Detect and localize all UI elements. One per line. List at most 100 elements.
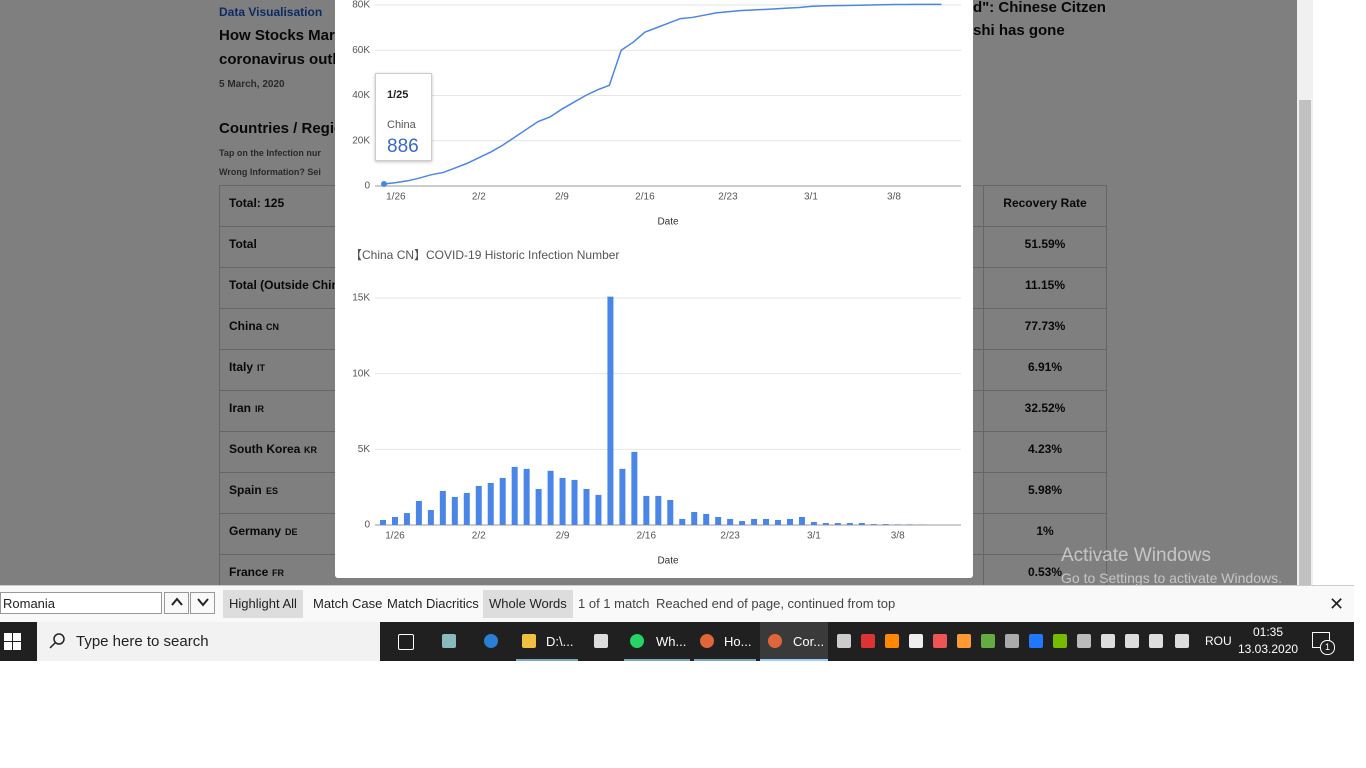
bar xyxy=(475,485,482,525)
tray-icon[interactable] xyxy=(957,634,971,648)
x-tick-label: 2/16 xyxy=(637,531,657,542)
edge-icon[interactable] xyxy=(484,634,498,648)
tray-icon[interactable] xyxy=(837,634,851,648)
chart-modal: 0 20K 40K 60K 80K 1/26 2/2 2/9 2/16 2/23 3/1 3/8 Dat… xyxy=(335,0,973,578)
tooltip: 1/25 China 886 xyxy=(375,73,432,161)
find-previous[interactable] xyxy=(164,592,189,614)
notification-count: 1 xyxy=(1320,640,1335,655)
tooltip-date: 1/25 xyxy=(387,89,409,101)
find-status: Reached end of page, continued from top xyxy=(656,596,896,611)
y-tick-label: 60K xyxy=(352,45,370,56)
task-view-icon[interactable] xyxy=(398,634,414,650)
bar xyxy=(487,482,494,525)
match-count: 1 of 1 match xyxy=(578,596,650,611)
chart-title: 【China CN】COVID-19 Historic Infection Nu… xyxy=(350,248,619,262)
bar xyxy=(427,510,434,525)
x-tick-label: 2/16 xyxy=(635,192,655,203)
bar xyxy=(703,513,710,525)
search-icon xyxy=(49,633,65,649)
battery-icon[interactable] xyxy=(1101,634,1115,648)
app-icon xyxy=(768,634,782,648)
clock-time[interactable]: 01:35 xyxy=(1252,625,1284,639)
line xyxy=(383,3,942,185)
tray-icon[interactable] xyxy=(1053,634,1067,648)
scrollbar[interactable] xyxy=(1297,0,1313,585)
bar xyxy=(906,524,913,525)
x-tick-label: 3/1 xyxy=(804,192,818,203)
tray-icon[interactable] xyxy=(861,634,875,648)
y-tick-label: 80K xyxy=(352,0,370,11)
match-case-button[interactable]: Match Case xyxy=(313,596,383,611)
x-tick-label: 1/26 xyxy=(386,192,406,203)
x-tick-label: 2/2 xyxy=(472,531,486,542)
whole-words-button[interactable]: Whole Words xyxy=(483,590,573,618)
bar xyxy=(739,521,746,525)
search-box[interactable]: Type here to search xyxy=(37,622,380,661)
x-axis-label: Date xyxy=(657,556,679,567)
app-icon[interactable] xyxy=(442,634,456,648)
bar xyxy=(535,488,542,525)
bar xyxy=(763,518,770,525)
x-tick-label: 3/8 xyxy=(891,531,905,542)
y-tick-label: 0 xyxy=(364,181,370,192)
bar xyxy=(858,523,865,525)
bar xyxy=(798,516,805,525)
start-button[interactable] xyxy=(4,633,21,650)
tray-icon[interactable] xyxy=(981,634,995,648)
match-diacritics-button[interactable]: Match Diacritics xyxy=(387,596,479,611)
x-tick-label: 2/23 xyxy=(720,531,740,542)
x-axis-label: Date xyxy=(657,217,679,228)
y-tick-label: 10K xyxy=(352,368,370,379)
calculator-icon[interactable] xyxy=(594,634,608,648)
tray-icon[interactable] xyxy=(1077,634,1091,648)
arrow-up-icon xyxy=(170,597,183,606)
taskbar-app[interactable]: Ho... xyxy=(694,622,756,661)
bar xyxy=(391,516,398,525)
search-placeholder: Type here to search xyxy=(76,633,209,650)
y-tick-label: 15K xyxy=(352,293,370,304)
x-tick-label: 2/23 xyxy=(718,192,738,203)
tray-icon[interactable] xyxy=(1029,634,1043,648)
arrow-down-icon xyxy=(196,598,209,607)
bar xyxy=(655,495,662,525)
wifi-icon[interactable] xyxy=(1125,634,1139,648)
tray-icon[interactable] xyxy=(909,634,923,648)
tray-icon[interactable] xyxy=(1005,634,1019,648)
scrollbar-thumb[interactable] xyxy=(1299,100,1311,585)
app-label: Ho... xyxy=(724,634,752,649)
x-tick-label: 2/2 xyxy=(472,192,486,203)
pen-icon[interactable] xyxy=(1175,634,1189,648)
y-tick-label: 20K xyxy=(352,135,370,146)
bar xyxy=(607,296,614,525)
volume-icon[interactable] xyxy=(1149,634,1163,648)
charts: 0 20K 40K 60K 80K 1/26 2/2 2/9 2/16 2/23 3/1 3/8 Dat… xyxy=(350,0,961,567)
bar xyxy=(870,524,877,525)
tooltip-series: China xyxy=(387,119,416,131)
taskbar-app[interactable]: Wh... xyxy=(624,622,690,661)
language-indicator[interactable]: ROU xyxy=(1205,634,1232,648)
active-indicator xyxy=(516,659,578,661)
y-tick-label: 5K xyxy=(358,444,371,455)
find-next[interactable] xyxy=(190,592,215,614)
taskbar-app[interactable]: D:\... xyxy=(516,622,578,661)
bar xyxy=(786,518,793,525)
bar xyxy=(822,523,829,525)
bar xyxy=(439,490,446,525)
close-find-button[interactable]: ✕ xyxy=(1329,594,1345,614)
bar xyxy=(415,500,422,525)
bar xyxy=(834,523,841,525)
clock-date[interactable]: 13.03.2020 xyxy=(1238,642,1299,656)
bar xyxy=(571,479,578,525)
bar xyxy=(523,468,530,525)
x-tick-label: 2/9 xyxy=(555,192,569,203)
highlight-all-button[interactable]: Highlight All xyxy=(223,590,303,618)
find-input[interactable]: Romania xyxy=(0,592,162,614)
bar xyxy=(631,451,638,525)
app-label: Wh... xyxy=(656,634,687,649)
x-tick-label: 3/1 xyxy=(807,531,821,542)
tray-icon[interactable] xyxy=(885,634,899,648)
bar xyxy=(619,468,626,525)
tray-icon[interactable] xyxy=(933,634,947,648)
taskbar-app[interactable]: Cor... xyxy=(760,622,828,661)
